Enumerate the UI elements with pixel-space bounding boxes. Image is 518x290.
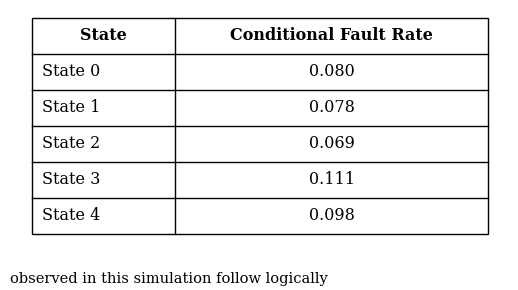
Text: 0.069: 0.069 [309, 135, 354, 153]
Text: 0.078: 0.078 [309, 99, 354, 117]
Text: State: State [80, 28, 127, 44]
Text: observed in this simulation follow logically: observed in this simulation follow logic… [10, 272, 328, 286]
Text: 0.080: 0.080 [309, 64, 354, 81]
Text: 0.111: 0.111 [309, 171, 354, 188]
Text: Conditional Fault Rate: Conditional Fault Rate [230, 28, 433, 44]
Text: State 0: State 0 [42, 64, 100, 81]
Text: State 1: State 1 [42, 99, 100, 117]
Text: State 2: State 2 [42, 135, 100, 153]
Text: State 3: State 3 [42, 171, 100, 188]
Bar [32, 18, 488, 234]
Text: 0.098: 0.098 [309, 208, 354, 224]
Text: State 4: State 4 [42, 208, 100, 224]
